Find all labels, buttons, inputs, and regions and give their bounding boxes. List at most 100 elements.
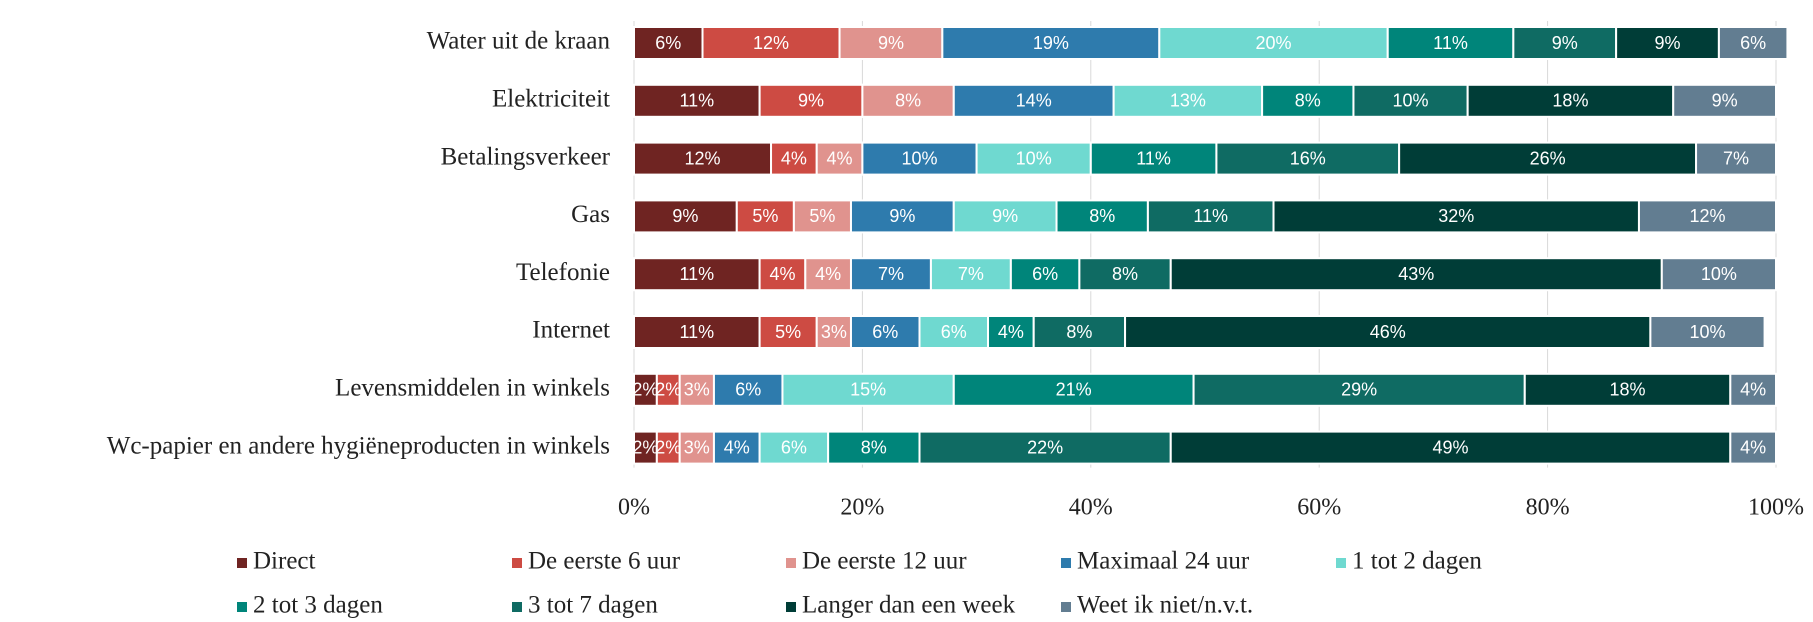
legend-label: Langer dan een week <box>802 592 1016 619</box>
data-label: 9% <box>1655 33 1681 53</box>
data-label: 8% <box>861 437 887 457</box>
bar-segment <box>1124 315 1652 349</box>
bar-segment <box>1169 430 1732 465</box>
data-label: 7% <box>878 264 904 284</box>
bar-segment <box>633 26 704 60</box>
x-tick-label: 80% <box>1526 495 1570 521</box>
bar-segment <box>952 372 1195 407</box>
category-label: Levensmiddelen in winkels <box>335 375 610 402</box>
legend-label: Weet ik niet/n.v.t. <box>1077 592 1253 619</box>
data-label: 11% <box>1193 206 1228 226</box>
legend-swatch <box>1061 558 1071 568</box>
data-label: 11% <box>1136 148 1171 168</box>
legend-label: Direct <box>253 548 316 575</box>
bar-segment <box>1009 257 1081 292</box>
data-label: 4% <box>724 437 750 457</box>
data-label: 12% <box>685 148 721 168</box>
data-label: 5% <box>775 322 801 342</box>
data-label: 3% <box>821 322 847 342</box>
data-label: 7% <box>958 264 984 284</box>
data-label: 3% <box>684 437 710 457</box>
data-label: 4% <box>1740 437 1766 457</box>
data-label: 6% <box>781 437 807 457</box>
data-label: 21% <box>1056 380 1092 400</box>
data-label: 20% <box>1256 33 1292 53</box>
category-label: Telefonie <box>516 259 610 286</box>
bar-segment <box>918 430 1172 465</box>
data-label: 8% <box>1066 322 1092 342</box>
x-tick-label: 40% <box>1069 495 1113 521</box>
data-label: 6% <box>941 322 967 342</box>
category-label: Betalingsverkeer <box>441 143 611 170</box>
bar-segment <box>758 315 818 349</box>
bar-segment <box>1272 199 1640 234</box>
x-tick-label: 60% <box>1297 495 1341 521</box>
bar-segment <box>633 83 761 118</box>
legend-label: Maximaal 24 uur <box>1077 548 1250 575</box>
data-label: 9% <box>889 206 915 226</box>
bar-segment <box>712 430 761 465</box>
data-label: 10% <box>1016 148 1052 168</box>
data-label: 11% <box>679 264 714 284</box>
data-label: 11% <box>679 322 714 342</box>
bar-segment <box>849 257 932 292</box>
data-label: 14% <box>1016 91 1052 111</box>
data-label: 6% <box>735 380 761 400</box>
category-label: Wc-papier en andere hygiëneproducten in … <box>107 432 610 459</box>
bar-segment <box>952 83 1115 118</box>
data-label: 8% <box>1089 206 1115 226</box>
data-label: 18% <box>1610 380 1646 400</box>
data-label: 13% <box>1170 91 1206 111</box>
data-label: 6% <box>1032 264 1058 284</box>
data-label: 9% <box>1552 33 1578 53</box>
bar-segment <box>952 199 1058 234</box>
bar-segment <box>758 257 807 292</box>
data-label: 26% <box>1530 148 1566 168</box>
data-label: 9% <box>672 206 698 226</box>
bar-segment <box>1089 141 1218 176</box>
data-label: 4% <box>1740 380 1766 400</box>
data-label: 9% <box>798 91 824 111</box>
legend-swatch <box>512 602 522 612</box>
data-label: 10% <box>901 148 937 168</box>
data-label: 15% <box>850 380 886 400</box>
data-label: 43% <box>1398 264 1434 284</box>
bar-segment <box>1615 26 1720 60</box>
x-tick-label: 20% <box>840 495 884 521</box>
data-label: 8% <box>1295 91 1321 111</box>
bar-segment <box>929 257 1012 292</box>
bar-segment <box>712 372 784 407</box>
data-label: 11% <box>679 91 714 111</box>
legend-swatch <box>512 558 522 568</box>
data-label: 32% <box>1438 206 1474 226</box>
data-label: 10% <box>1393 91 1429 111</box>
bar-segment <box>941 26 1161 60</box>
data-label: 5% <box>752 206 778 226</box>
bar-segment <box>735 199 795 234</box>
data-label: 6% <box>655 33 681 53</box>
data-label: 8% <box>895 91 921 111</box>
bar-segment <box>1032 315 1127 349</box>
bar-segment <box>1158 26 1389 60</box>
bar-segment <box>827 430 921 465</box>
bar-segment <box>678 430 715 465</box>
data-label: 2% <box>655 437 681 457</box>
legend-swatch <box>237 602 247 612</box>
data-label: 10% <box>1701 264 1737 284</box>
data-label: 9% <box>878 33 904 53</box>
data-label: 49% <box>1433 437 1469 457</box>
data-label: 3% <box>684 380 710 400</box>
category-label: Elektriciteit <box>492 86 610 113</box>
bar-segment <box>849 315 921 349</box>
data-label: 9% <box>1712 91 1738 111</box>
legend-label: 2 tot 3 dagen <box>253 592 383 619</box>
data-label: 4% <box>998 322 1024 342</box>
data-label: 2% <box>632 437 658 457</box>
data-label: 4% <box>781 148 807 168</box>
data-label: 16% <box>1290 148 1326 168</box>
data-label: 5% <box>809 206 835 226</box>
legend-swatch <box>1336 558 1346 568</box>
category-label: Gas <box>571 201 610 228</box>
data-label: 6% <box>872 322 898 342</box>
